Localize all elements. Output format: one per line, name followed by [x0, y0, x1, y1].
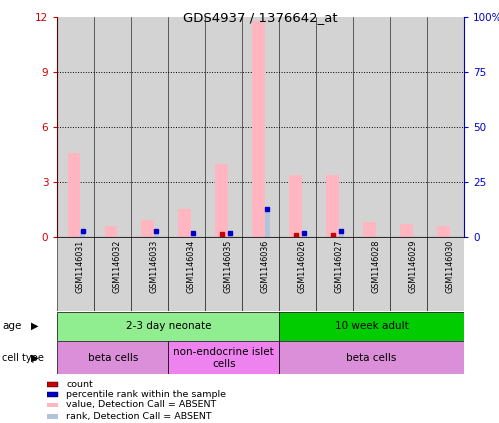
Bar	[279, 312, 464, 341]
Bar	[154, 231, 159, 237]
Bar	[353, 17, 390, 237]
Bar	[57, 312, 279, 341]
Bar	[427, 17, 464, 237]
Text: GDS4937 / 1376642_at: GDS4937 / 1376642_at	[184, 11, 338, 24]
Bar	[326, 175, 339, 237]
Bar	[131, 237, 168, 311]
Bar	[47, 392, 58, 397]
Text: count: count	[66, 380, 93, 389]
Text: beta cells: beta cells	[88, 353, 138, 363]
Bar	[94, 237, 131, 311]
Bar	[279, 341, 464, 374]
Bar	[242, 237, 279, 311]
Bar	[57, 237, 94, 311]
Bar	[57, 341, 168, 374]
Text: GSM1146033: GSM1146033	[150, 240, 159, 293]
Text: ▶: ▶	[31, 321, 38, 331]
Bar	[80, 231, 85, 237]
Text: 2-3 day neonate: 2-3 day neonate	[126, 321, 211, 331]
Text: GSM1146031: GSM1146031	[76, 240, 85, 293]
Bar	[47, 403, 58, 407]
Text: GSM1146029: GSM1146029	[409, 240, 418, 293]
Bar	[179, 209, 192, 237]
Bar	[242, 17, 279, 237]
Bar	[390, 17, 427, 237]
Text: GSM1146035: GSM1146035	[224, 240, 233, 293]
Bar	[400, 224, 413, 237]
Bar	[47, 414, 58, 419]
Text: beta cells: beta cells	[346, 353, 397, 363]
Text: non-endocrine islet
cells: non-endocrine islet cells	[173, 347, 274, 369]
Text: GSM1146026: GSM1146026	[298, 240, 307, 293]
Text: cell type: cell type	[2, 353, 44, 363]
Text: GSM1146034: GSM1146034	[187, 240, 196, 293]
Text: rank, Detection Call = ABSENT: rank, Detection Call = ABSENT	[66, 412, 212, 421]
Text: ▶: ▶	[31, 353, 38, 363]
Bar	[289, 175, 302, 237]
Bar	[168, 341, 279, 374]
Bar	[339, 231, 343, 237]
Bar	[316, 237, 353, 311]
Bar	[168, 237, 205, 311]
Bar	[437, 226, 450, 237]
Text: GSM1146032: GSM1146032	[113, 240, 122, 293]
Bar	[216, 164, 229, 237]
Bar	[302, 233, 306, 237]
Bar	[205, 237, 242, 311]
Bar	[131, 17, 168, 237]
Bar	[427, 237, 464, 311]
Bar	[252, 21, 265, 237]
Bar	[67, 153, 80, 237]
Text: GSM1146036: GSM1146036	[260, 240, 270, 293]
Text: 10 week adult: 10 week adult	[335, 321, 409, 331]
Bar	[47, 382, 58, 387]
Bar	[316, 17, 353, 237]
Bar	[279, 237, 316, 311]
Text: value, Detection Call = ABSENT: value, Detection Call = ABSENT	[66, 401, 217, 409]
Bar	[390, 237, 427, 311]
Bar	[191, 233, 196, 237]
Text: GSM1146027: GSM1146027	[335, 240, 344, 293]
Bar	[57, 17, 94, 237]
Text: age: age	[2, 321, 22, 331]
Text: percentile rank within the sample: percentile rank within the sample	[66, 390, 226, 399]
Text: GSM1146030: GSM1146030	[446, 240, 455, 293]
Bar	[279, 17, 316, 237]
Bar	[265, 209, 269, 237]
Bar	[363, 222, 376, 237]
Bar	[168, 17, 205, 237]
Bar	[142, 220, 154, 237]
Bar	[205, 17, 242, 237]
Bar	[94, 17, 131, 237]
Bar	[353, 237, 390, 311]
Bar	[104, 226, 117, 237]
Bar	[228, 233, 233, 237]
Text: GSM1146028: GSM1146028	[372, 240, 381, 293]
